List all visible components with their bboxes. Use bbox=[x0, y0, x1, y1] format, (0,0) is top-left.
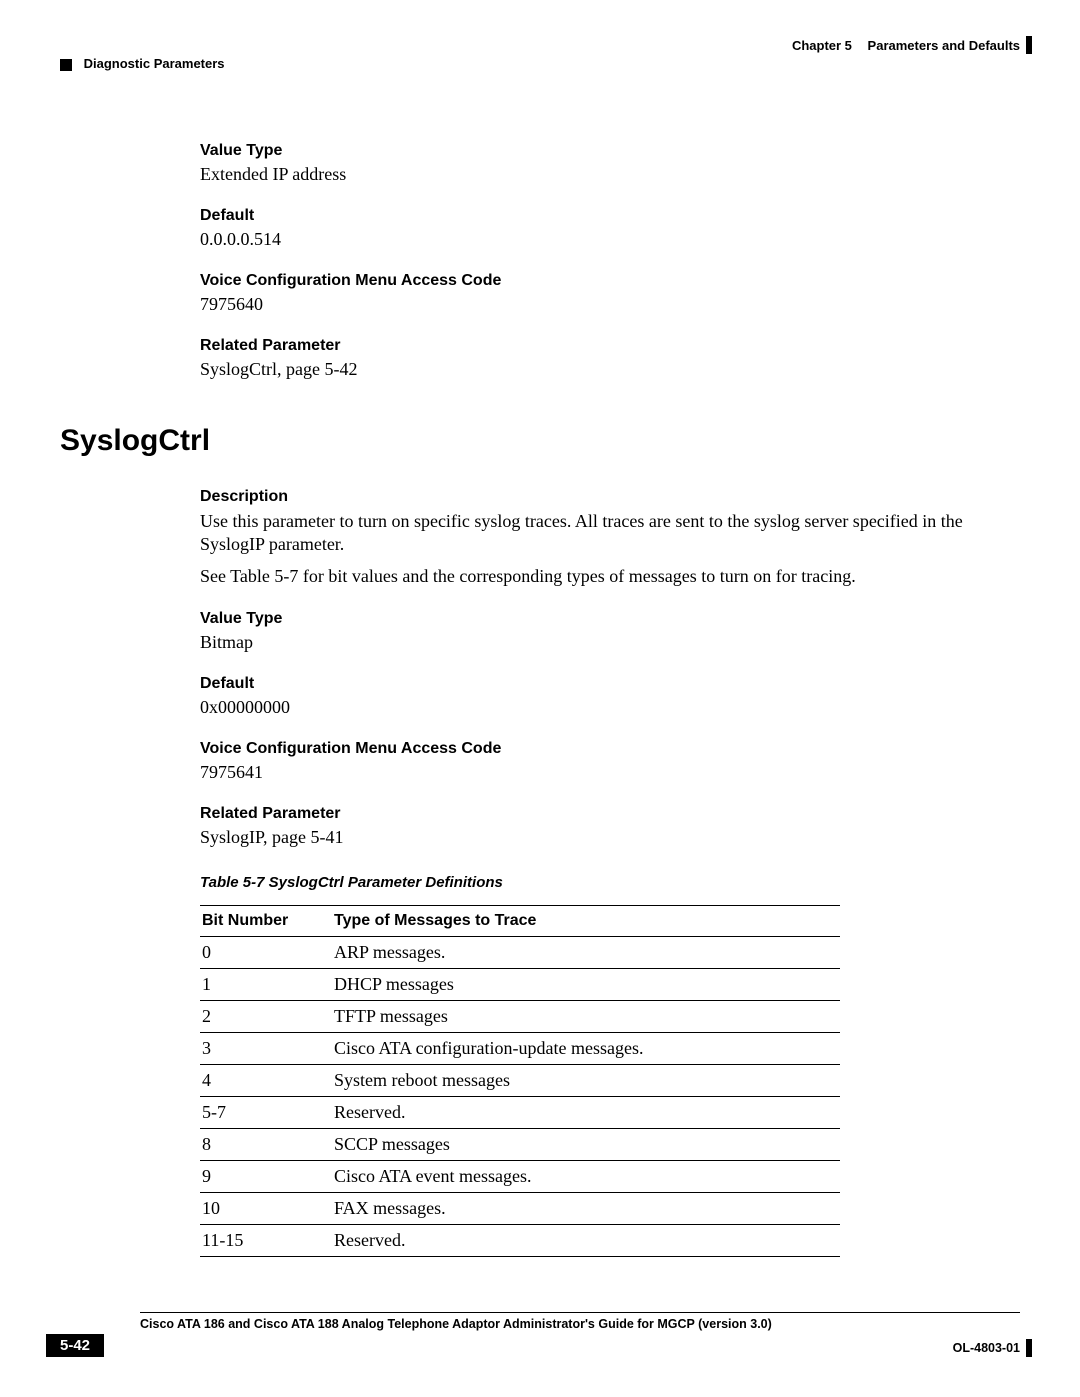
col-message-type: Type of Messages to Trace bbox=[332, 905, 840, 936]
cell-message-type: ARP messages. bbox=[332, 936, 840, 968]
cell-message-type: FAX messages. bbox=[332, 1192, 840, 1224]
col-bit-number: Bit Number bbox=[200, 905, 332, 936]
table-row: 8SCCP messages bbox=[200, 1128, 840, 1160]
table-row: 1DHCP messages bbox=[200, 968, 840, 1000]
table-row: 5-7Reserved. bbox=[200, 1096, 840, 1128]
cell-message-type: Reserved. bbox=[332, 1096, 840, 1128]
vcmac-label-2: Voice Configuration Menu Access Code bbox=[200, 740, 1020, 758]
square-icon bbox=[60, 59, 72, 71]
cell-bit-number: 10 bbox=[200, 1192, 332, 1224]
related-label-2: Related Parameter bbox=[200, 805, 1020, 823]
doc-id: OL-4803-01 bbox=[953, 1341, 1020, 1355]
related-label: Related Parameter bbox=[200, 337, 1020, 355]
cell-bit-number: 8 bbox=[200, 1128, 332, 1160]
default-value-2: 0x00000000 bbox=[200, 697, 1020, 718]
table-caption: Table 5-7 SyslogCtrl Parameter Definitio… bbox=[200, 874, 1020, 891]
description-label: Description bbox=[200, 488, 1020, 506]
footer-bar-icon bbox=[1026, 1339, 1032, 1357]
chapter-label: Chapter 5 bbox=[792, 38, 852, 53]
footer-rule bbox=[140, 1312, 1020, 1313]
table-row: 3Cisco ATA configuration-update messages… bbox=[200, 1032, 840, 1064]
section-header: Diagnostic Parameters bbox=[60, 56, 1020, 71]
table-row: 11-15Reserved. bbox=[200, 1224, 840, 1256]
default-label-2: Default bbox=[200, 675, 1020, 693]
related-value-2: SyslogIP, page 5-41 bbox=[200, 827, 1020, 848]
value-type-label: Value Type bbox=[200, 142, 1020, 160]
header-bar-icon bbox=[1026, 36, 1032, 54]
cell-message-type: DHCP messages bbox=[332, 968, 840, 1000]
page-footer: Cisco ATA 186 and Cisco ATA 188 Analog T… bbox=[60, 1312, 1020, 1357]
table-row: 0ARP messages. bbox=[200, 936, 840, 968]
chapter-title: Parameters and Defaults bbox=[868, 38, 1020, 53]
vcmac-value-2: 7975641 bbox=[200, 762, 1020, 783]
page: Chapter 5 Parameters and Defaults Diagno… bbox=[0, 0, 1080, 1397]
table-body: 0ARP messages.1DHCP messages2TFTP messag… bbox=[200, 936, 840, 1256]
heading-syslogctrl: SyslogCtrl bbox=[60, 424, 1020, 458]
table-row: 9Cisco ATA event messages. bbox=[200, 1160, 840, 1192]
section-name: Diagnostic Parameters bbox=[84, 56, 225, 71]
cell-message-type: System reboot messages bbox=[332, 1064, 840, 1096]
cell-bit-number: 11-15 bbox=[200, 1224, 332, 1256]
default-value: 0.0.0.0.514 bbox=[200, 229, 1020, 250]
cell-bit-number: 1 bbox=[200, 968, 332, 1000]
cell-bit-number: 3 bbox=[200, 1032, 332, 1064]
cell-bit-number: 4 bbox=[200, 1064, 332, 1096]
table-row: 2TFTP messages bbox=[200, 1000, 840, 1032]
value-type: Extended IP address bbox=[200, 164, 1020, 185]
cell-message-type: Cisco ATA configuration-update messages. bbox=[332, 1032, 840, 1064]
value-type-label-2: Value Type bbox=[200, 610, 1020, 628]
description-p2: See Table 5-7 for bit values and the cor… bbox=[200, 565, 1020, 588]
footer-title: Cisco ATA 186 and Cisco ATA 188 Analog T… bbox=[140, 1317, 1020, 1331]
cell-message-type: Cisco ATA event messages. bbox=[332, 1160, 840, 1192]
cell-bit-number: 2 bbox=[200, 1000, 332, 1032]
syslogctrl-table: Bit Number Type of Messages to Trace 0AR… bbox=[200, 905, 840, 1257]
description-p1: Use this parameter to turn on specific s… bbox=[200, 510, 1020, 555]
vcmac-label: Voice Configuration Menu Access Code bbox=[200, 272, 1020, 290]
value-type-2: Bitmap bbox=[200, 632, 1020, 653]
page-header: Chapter 5 Parameters and Defaults bbox=[60, 38, 1020, 53]
vcmac-value: 7975640 bbox=[200, 294, 1020, 315]
default-label: Default bbox=[200, 207, 1020, 225]
content: Value Type Extended IP address Default 0… bbox=[200, 120, 1020, 1257]
cell-bit-number: 9 bbox=[200, 1160, 332, 1192]
cell-message-type: SCCP messages bbox=[332, 1128, 840, 1160]
cell-bit-number: 5-7 bbox=[200, 1096, 332, 1128]
cell-bit-number: 0 bbox=[200, 936, 332, 968]
related-value: SyslogCtrl, page 5-42 bbox=[200, 359, 1020, 380]
table-row: 10FAX messages. bbox=[200, 1192, 840, 1224]
page-number-badge: 5-42 bbox=[46, 1334, 104, 1357]
cell-message-type: Reserved. bbox=[332, 1224, 840, 1256]
cell-message-type: TFTP messages bbox=[332, 1000, 840, 1032]
table-row: 4System reboot messages bbox=[200, 1064, 840, 1096]
